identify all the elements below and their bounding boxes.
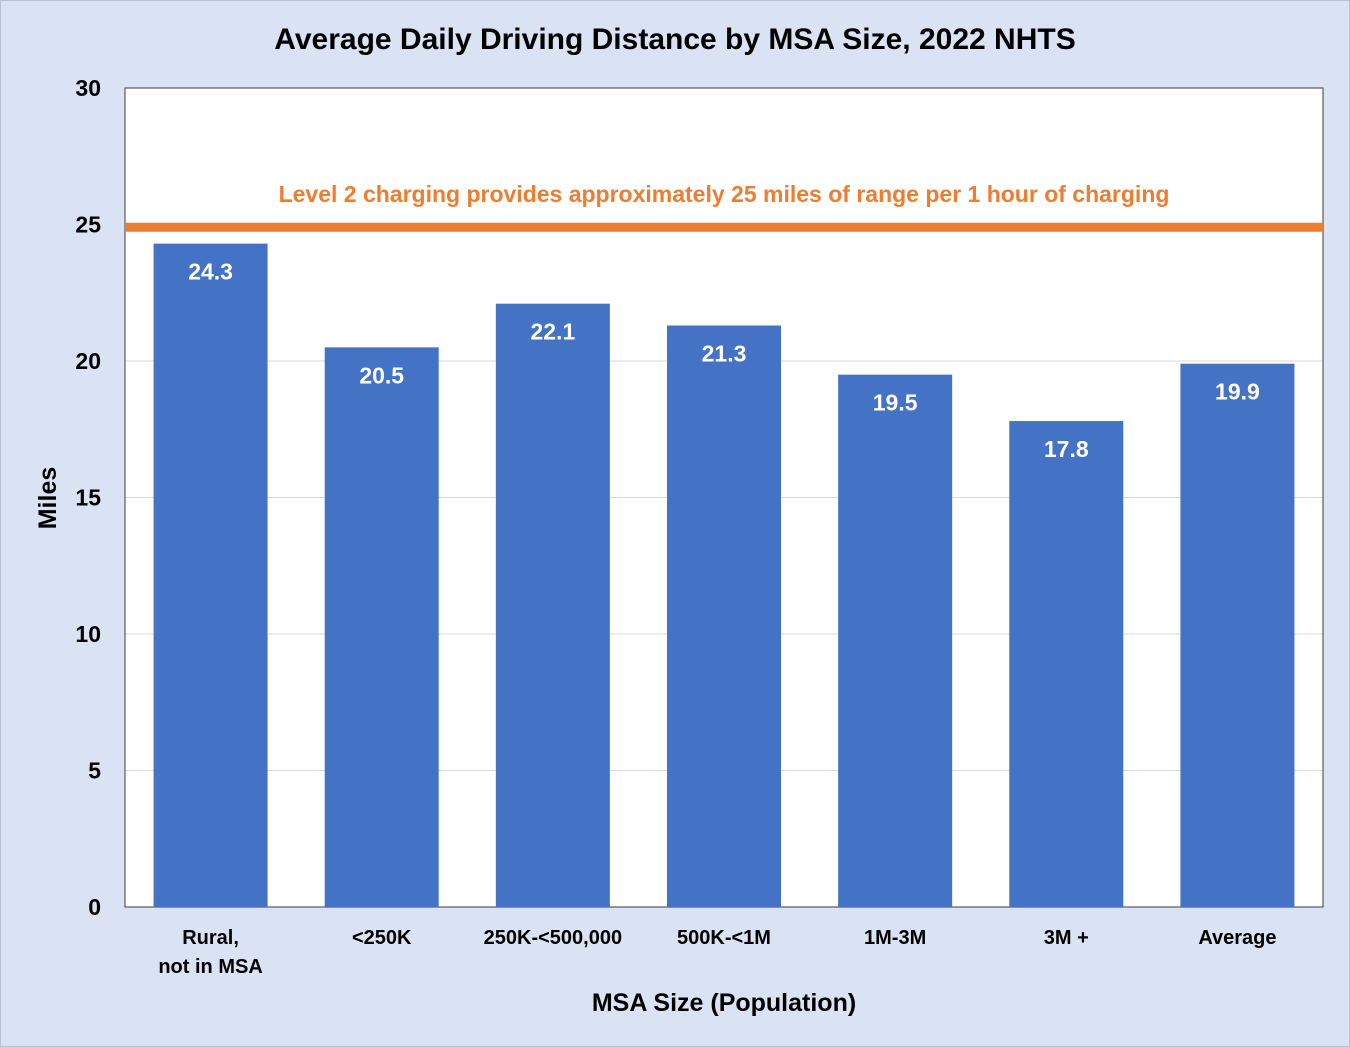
x-axis-label: MSA Size (Population) <box>592 989 856 1017</box>
y-tick-label-25: 25 <box>75 212 101 238</box>
y-tick-label-10: 10 <box>75 621 101 647</box>
y-tick-label-5: 5 <box>88 758 101 784</box>
bar-2 <box>495 303 610 907</box>
x-tick-label-4: 1M-3M <box>864 927 926 949</box>
bar-value-label-0: 24.3 <box>188 259 233 285</box>
x-tick-label-3: 500K-<1M <box>677 927 771 949</box>
x-tick-label-0-line-0: Rural, <box>182 927 239 949</box>
bar-value-label-6: 19.9 <box>1215 379 1260 405</box>
bar-value-label-5: 17.8 <box>1044 436 1089 462</box>
x-tick-label-6: Average <box>1198 927 1276 949</box>
y-axis-label: Miles <box>34 467 62 530</box>
bar-4 <box>838 374 953 907</box>
y-tick-label-20: 20 <box>75 348 101 374</box>
bar-6 <box>1180 363 1295 908</box>
bar-value-label-2: 22.1 <box>530 319 575 345</box>
y-tick-label-0: 0 <box>88 894 101 920</box>
bar-value-label-3: 21.3 <box>702 341 747 367</box>
x-tick-label-2: 250K-<500,000 <box>484 927 622 949</box>
x-tick-label-0-line-1: not in MSA <box>158 956 262 978</box>
y-tick-label-15: 15 <box>75 485 101 511</box>
bar-3 <box>667 325 781 907</box>
bar-0 <box>153 243 268 908</box>
reference-line-label: Level 2 charging provides approximately … <box>279 181 1170 207</box>
bar-5 <box>1009 421 1124 907</box>
y-tick-label-30: 30 <box>75 75 101 101</box>
bar-value-label-4: 19.5 <box>873 390 918 416</box>
x-tick-label-5: 3M + <box>1044 927 1089 949</box>
chart-title: Average Daily Driving Distance by MSA Si… <box>274 23 1075 56</box>
bar-1 <box>324 347 439 908</box>
bar-value-label-1: 20.5 <box>359 362 404 388</box>
x-tick-label-1: <250K <box>352 927 412 949</box>
